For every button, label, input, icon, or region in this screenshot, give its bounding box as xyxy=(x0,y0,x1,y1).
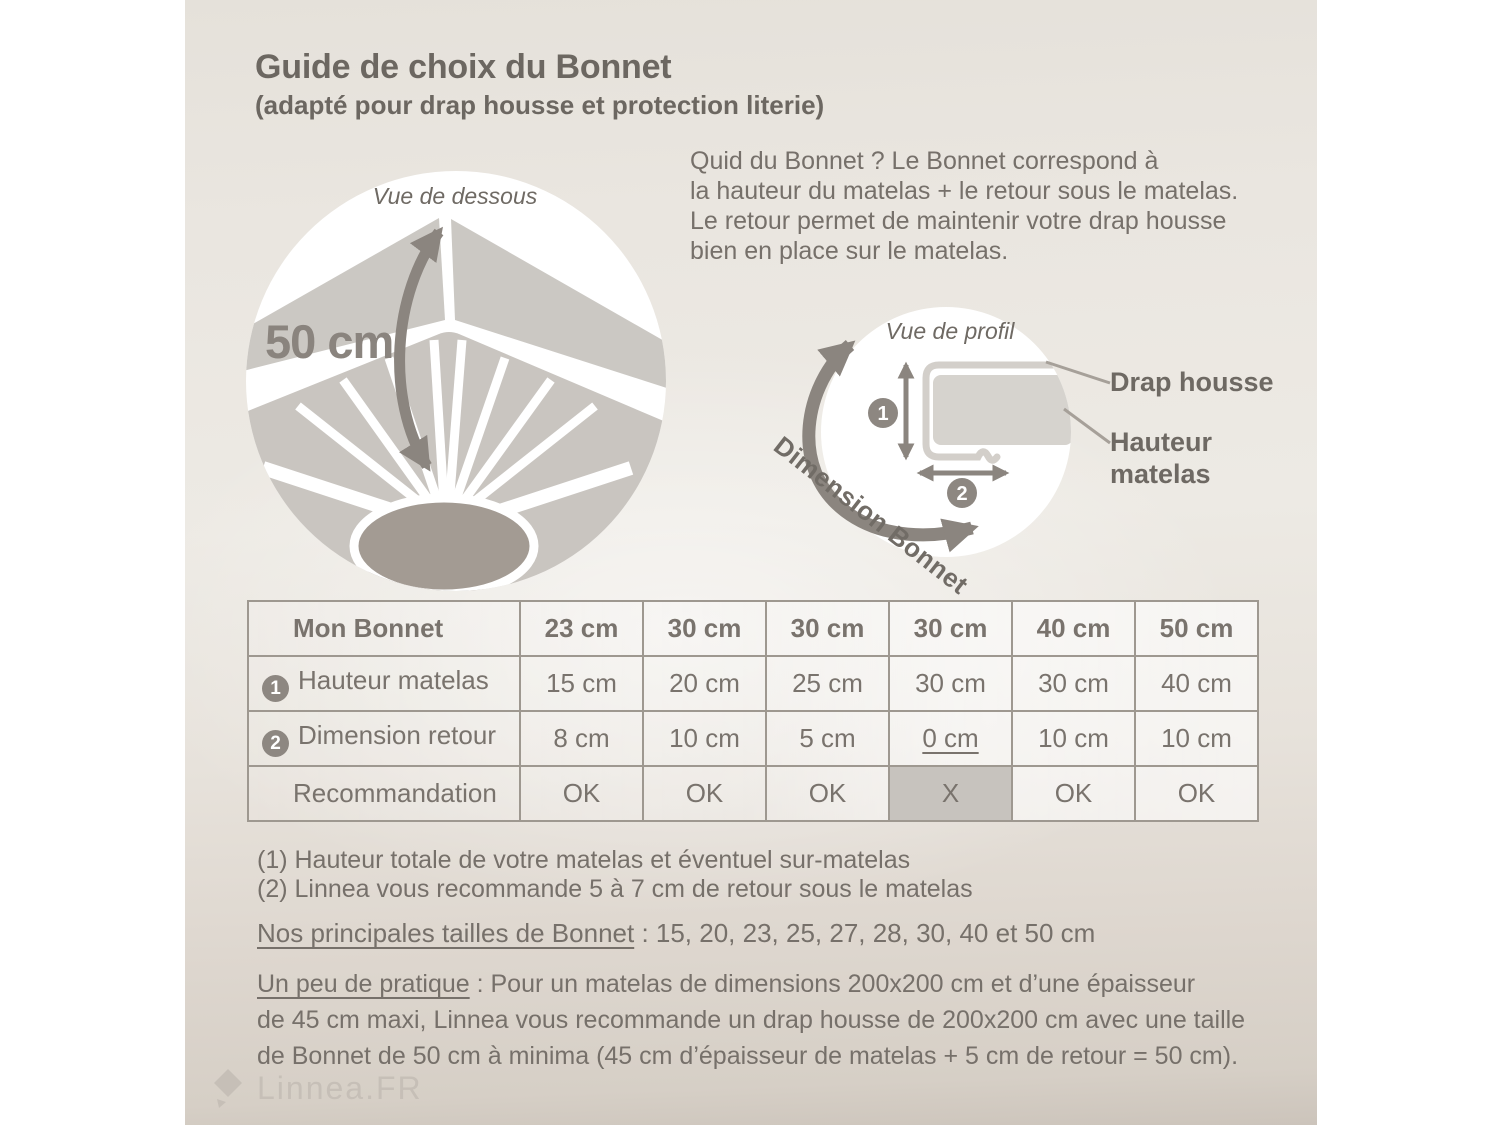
bottom-view-caption: Vue de dessous xyxy=(373,183,538,209)
practice-rest: : Pour un matelas de dimensions 200x200 … xyxy=(257,970,1246,1070)
table-cell: 30 cm xyxy=(888,655,1013,712)
header-value: 30 cm xyxy=(642,600,767,657)
linnea-logo: Linnea.FR xyxy=(209,1066,423,1110)
mattress-opening-ellipse xyxy=(349,493,539,591)
marker-1-badge xyxy=(868,398,898,428)
header-label: Mon Bonnet xyxy=(247,600,521,657)
table-cell: OK xyxy=(1011,765,1136,822)
row-label: 2 Dimension retour xyxy=(247,710,521,767)
drap-housse-pointer-line xyxy=(1045,360,1111,385)
table-row-recommandation: Recommandation OK OK OK X OK OK xyxy=(247,765,1259,822)
profile-view-caption: Vue de profil xyxy=(886,318,1016,344)
intro-paragraph: Quid du Bonnet ? Le Bonnet correspond à … xyxy=(690,147,1239,265)
sizes-lead: Nos principales tailles de Bonnet xyxy=(257,918,635,948)
infographic-content: Guide de choix du Bonnet (adapté pour dr… xyxy=(185,0,1317,1125)
marker-1-number: 1 xyxy=(877,403,888,425)
drap-housse-label: Drap housse xyxy=(1110,367,1274,397)
profile-view-diagram: 1 2 Vue de profil Dimension Bonnet xyxy=(768,307,1111,600)
table-cell: OK xyxy=(519,765,644,822)
sizes-rest: : 15, 20, 23, 25, 27, 28, 30, 40 et 50 c… xyxy=(634,918,1096,948)
bonnet-measurement-label: 50 cm xyxy=(265,315,393,368)
row-label-text: Hauteur matelas xyxy=(298,665,489,695)
marker-2-badge xyxy=(947,478,977,508)
header-value: 30 cm xyxy=(888,600,1013,657)
table-cell: 15 cm xyxy=(519,655,644,712)
table-cell: 8 cm xyxy=(519,710,644,767)
table-row-hauteur-matelas: 1 Hauteur matelas 15 cm 20 cm 25 cm 30 cm… xyxy=(247,655,1259,712)
table-cell: OK xyxy=(765,765,890,822)
dimension-bonnet-curved-arrow xyxy=(802,340,979,553)
header-value: 50 cm xyxy=(1134,600,1259,657)
row-label: Recommandation xyxy=(247,765,521,822)
page-title: Guide de choix du Bonnet xyxy=(255,48,672,86)
table-cell: OK xyxy=(1134,765,1259,822)
table-row-dimension-retour: 2 Dimension retour 8 cm 10 cm 5 cm 0 cm 1… xyxy=(247,710,1259,767)
header-value: 30 cm xyxy=(765,600,890,657)
table-cell: 30 cm xyxy=(1011,655,1136,712)
linnea-leaf-icon xyxy=(214,1069,242,1108)
hauteur-matelas-pointer-line xyxy=(1063,407,1111,445)
row-label-text: Dimension retour xyxy=(298,720,496,750)
table-cell: OK xyxy=(642,765,767,822)
hauteur-matelas-label: Hauteur matelas xyxy=(1110,427,1213,489)
header-value: 40 cm xyxy=(1011,600,1136,657)
logo-text: Linnea.FR xyxy=(257,1069,423,1106)
table-cell: 10 cm xyxy=(642,710,767,767)
table-cell: 25 cm xyxy=(765,655,890,712)
table-cell: 20 cm xyxy=(642,655,767,712)
available-sizes-line: Nos principales tailles de Bonnet : 15, … xyxy=(257,918,1095,949)
table-row-header: Mon Bonnet 23 cm 30 cm 30 cm 30 cm 40 cm… xyxy=(247,600,1259,657)
table-cell: 10 cm xyxy=(1011,710,1136,767)
marker-2-badge: 2 xyxy=(262,730,289,757)
page-subtitle: (adapté pour drap housse et protection l… xyxy=(255,90,825,120)
marker-1-badge: 1 xyxy=(262,675,289,702)
practice-paragraph: Un peu de pratique : Pour un matelas de … xyxy=(257,966,1245,1074)
footnote-1: (1) Hauteur totale de votre matelas et é… xyxy=(257,846,911,874)
underlined-value: 0 cm xyxy=(922,723,979,753)
footnote-2: (2) Linnea vous recommande 5 à 7 cm de r… xyxy=(257,875,973,903)
table-cell: 10 cm xyxy=(1134,710,1259,767)
table-cell-not-recommended: X xyxy=(888,765,1013,822)
table-cell: 5 cm xyxy=(765,710,890,767)
header-value: 23 cm xyxy=(519,600,644,657)
marker-2-number: 2 xyxy=(956,483,967,505)
bonnet-measure-arrow xyxy=(394,226,444,472)
row-label: 1 Hauteur matelas xyxy=(247,655,521,712)
table-cell-underlined: 0 cm xyxy=(888,710,1013,767)
mattress-underside-graphic xyxy=(246,218,666,591)
bottom-view-diagram: Vue de dessous 50 cm xyxy=(246,171,666,591)
mattress-side-rect xyxy=(933,375,1071,445)
table-cell: 40 cm xyxy=(1134,655,1259,712)
bonnet-size-table: Mon Bonnet 23 cm 30 cm 30 cm 30 cm 40 cm… xyxy=(247,600,1259,822)
practice-lead: Un peu de pratique xyxy=(257,970,470,998)
